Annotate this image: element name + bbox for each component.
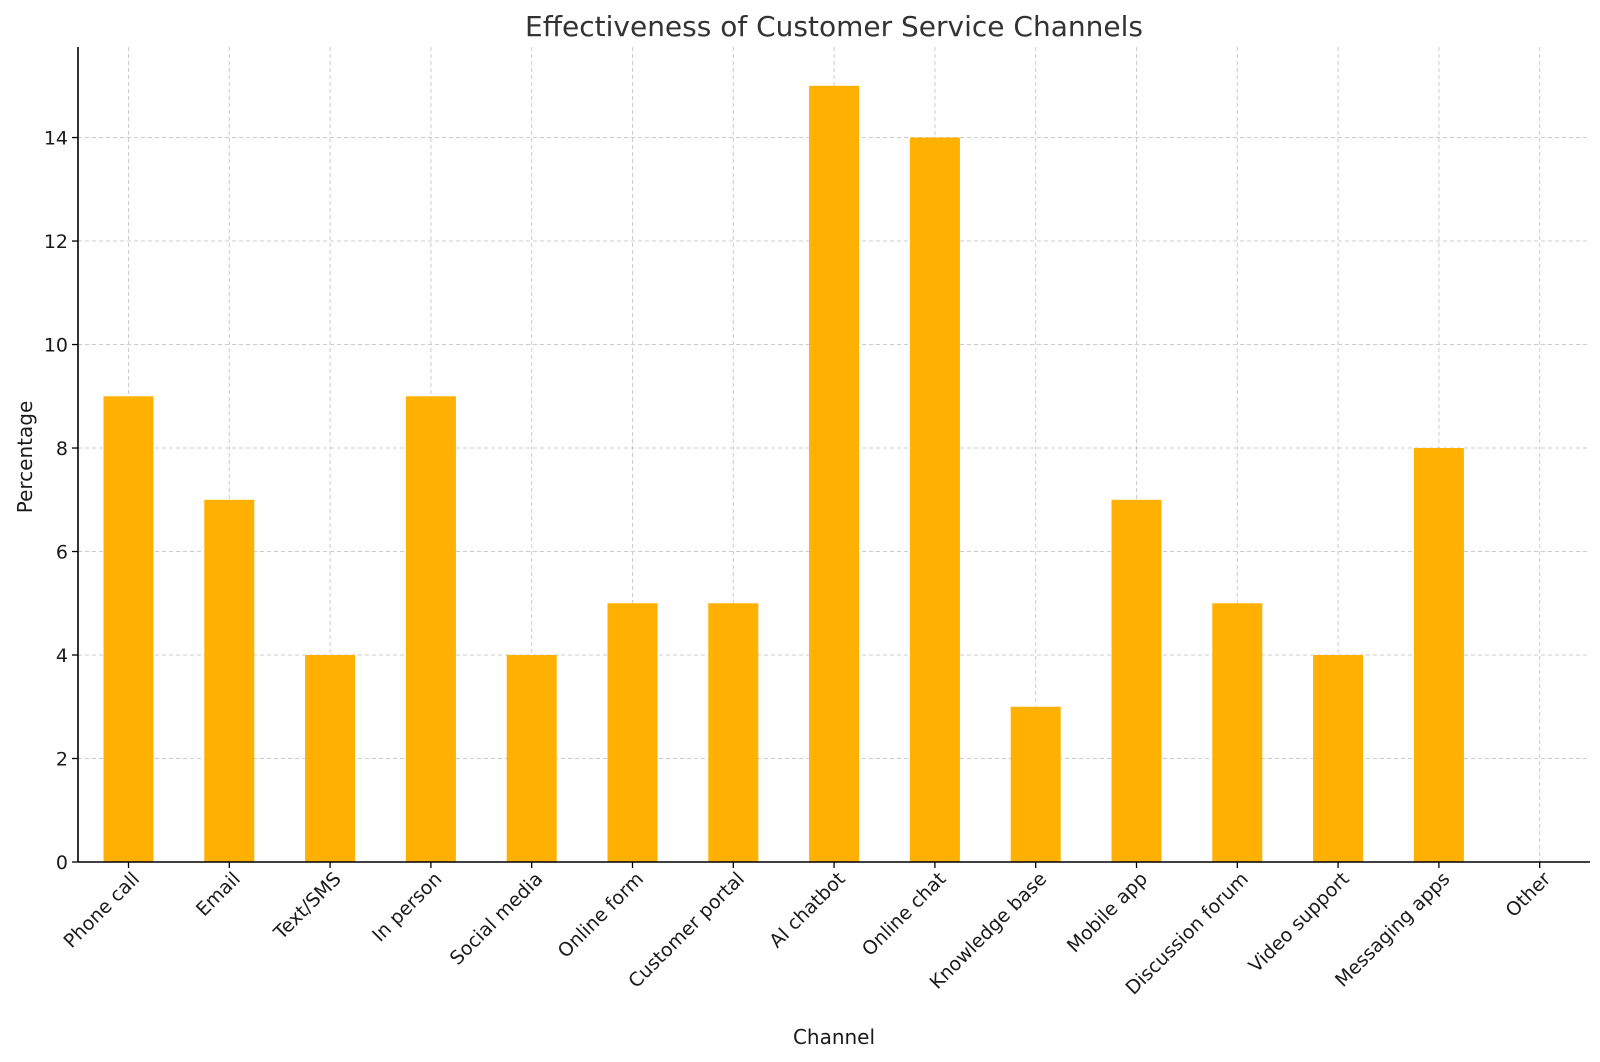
x-tick-label: Online chat bbox=[858, 868, 951, 961]
bar bbox=[1010, 706, 1061, 862]
bar bbox=[1313, 655, 1364, 862]
bar bbox=[607, 603, 658, 862]
x-tick-label: AI chatbot bbox=[765, 868, 849, 952]
y-tick-label: 0 bbox=[56, 852, 68, 874]
x-tick-label: Text/SMS bbox=[269, 868, 346, 945]
y-ticks: 0 2 4 6 8 10 12 14 bbox=[44, 128, 78, 874]
x-tick-label: In person bbox=[368, 868, 446, 946]
y-tick-label: 4 bbox=[56, 645, 68, 667]
y-tick-label: 12 bbox=[44, 231, 68, 253]
y-tick-label: 2 bbox=[56, 749, 68, 771]
bar bbox=[405, 396, 456, 862]
bar bbox=[506, 655, 557, 862]
x-ticks: Phone call Email Text/SMS In person Social m… bbox=[60, 862, 1556, 999]
bars bbox=[103, 85, 1464, 863]
x-tick-label: Other bbox=[1502, 868, 1556, 922]
bar bbox=[103, 396, 154, 862]
x-axis-label: Channel bbox=[793, 1025, 875, 1049]
bar bbox=[305, 655, 356, 862]
y-tick-label: 10 bbox=[44, 335, 68, 357]
x-tick-label: Video support bbox=[1245, 868, 1354, 977]
x-tick-label: Social media bbox=[446, 868, 548, 970]
x-tick-label: Email bbox=[192, 868, 245, 921]
x-tick-label: Mobile app bbox=[1063, 868, 1152, 957]
bar bbox=[1413, 448, 1464, 862]
x-tick-label: Phone call bbox=[60, 868, 145, 953]
bar bbox=[204, 499, 255, 862]
bar bbox=[1212, 603, 1263, 862]
x-tick-label: Online form bbox=[554, 868, 648, 962]
y-tick-label: 14 bbox=[44, 128, 68, 150]
y-axis-label: Percentage bbox=[13, 401, 37, 514]
y-tick-label: 6 bbox=[56, 542, 68, 564]
bar bbox=[708, 603, 759, 862]
bar bbox=[1111, 499, 1162, 862]
bar bbox=[909, 137, 960, 863]
bar bbox=[809, 85, 860, 863]
chart-title: Effectiveness of Customer Service Channe… bbox=[525, 10, 1143, 43]
y-tick-label: 8 bbox=[56, 438, 68, 460]
